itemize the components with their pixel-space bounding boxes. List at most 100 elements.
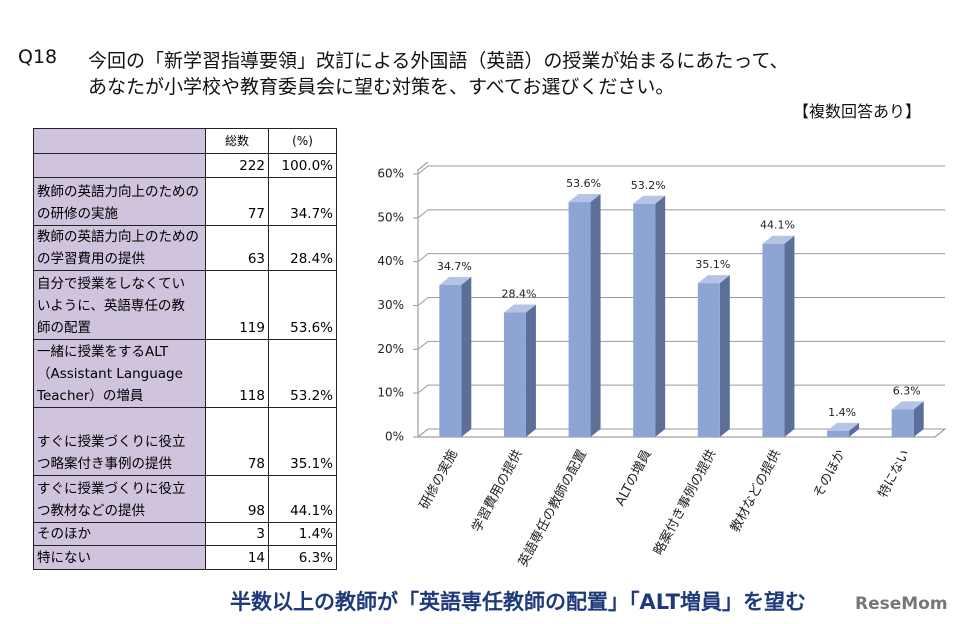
label-line: の学習費用の提供: [37, 251, 145, 267]
bar-top: [697, 275, 730, 284]
row: すぐに授業づくりに役立 つ教材などの提供 98 44.1%: [33, 475, 337, 523]
grid-line: [413, 209, 945, 219]
percent: 44.1%: [268, 475, 337, 523]
question-number: Q18: [18, 46, 58, 68]
count: 98: [205, 475, 269, 523]
label-cell: 一緒に授業をするALT （Assistant Language Teacher）の増…: [33, 339, 206, 408]
label-line: すぐに授業づくりに役立: [37, 434, 186, 450]
percent: 53.6%: [268, 270, 337, 340]
label-cell: すぐに授業づくりに役立 つ略案付き事例の提供: [33, 407, 206, 476]
row: 教師の英語力向上のための の学習費用の提供 63 28.4%: [33, 225, 337, 271]
label-line: （Assistant Language: [37, 366, 183, 382]
value-label: 1.4%: [828, 406, 856, 419]
grid-line: [413, 297, 945, 306]
total-row: 222 100.0%: [33, 153, 337, 178]
label-cell: 教師の英語力向上のための の研修の実施: [33, 177, 206, 226]
count: 222: [205, 153, 269, 178]
x-tick-label: 特にない: [876, 447, 914, 500]
floor: [417, 428, 947, 438]
bar-top: [891, 401, 924, 410]
percent: 35.1%: [268, 407, 337, 476]
logo: ReseMom: [855, 594, 948, 614]
label-line: Teacher）の増員: [37, 388, 144, 404]
question-line: あなたが小学校や教育委員会に望む対策を、すべてお選びください。: [88, 76, 675, 98]
label-line: 特にない: [37, 550, 91, 566]
bar: [697, 283, 720, 437]
row: 自分で授業をしなくてい いように、英語専任の教 師の配置 119 53.6%: [33, 270, 337, 340]
count: 118: [205, 339, 269, 408]
value-label: 53.2%: [631, 179, 666, 192]
bar: [827, 430, 850, 437]
value-label: 34.7%: [437, 260, 472, 273]
y-tick-label: 50%: [377, 210, 404, 224]
y-tick-label: 10%: [377, 386, 404, 400]
y-tick-label: 30%: [377, 298, 404, 312]
percent: 6.3%: [268, 545, 337, 570]
label-line: 師の配置: [37, 320, 91, 336]
bar-side: [849, 422, 860, 437]
bar-top: [568, 194, 601, 203]
bar-side: [590, 194, 601, 437]
bar-side: [719, 275, 730, 437]
count: 14: [205, 545, 269, 570]
label-line: そのほか: [37, 526, 91, 542]
x-tick-label: 略案付き事例の提供: [650, 447, 719, 558]
row: 教師の英語力向上のための の研修の実施 77 34.7%: [33, 177, 337, 226]
question-line: 今回の「新学習指導要領」改訂による外国語（英語）の授業が始まるにあたって、: [88, 50, 789, 72]
cell: [33, 153, 206, 178]
bar: [439, 284, 462, 437]
label-line: 自分で授業をしなくてい: [37, 276, 186, 292]
label-cell: すぐに授業づくりに役立 つ教材などの提供: [33, 475, 206, 523]
label-line: つ略案付き事例の提供: [37, 456, 172, 472]
count: 63: [205, 225, 269, 271]
note: 【複数回答あり】: [792, 102, 921, 121]
x-tick-label: ALTの増員: [613, 447, 655, 508]
bar-top: [503, 304, 536, 313]
bar: [762, 243, 785, 437]
label-line: 教師の英語力向上のための: [37, 184, 199, 200]
row: 一緒に授業をするALT （Assistant Language Teacher）の増…: [33, 339, 337, 408]
percent: 100.0%: [268, 153, 337, 178]
percent: 53.2%: [268, 339, 337, 408]
value-label: 44.1%: [760, 219, 795, 232]
bar-top: [827, 422, 860, 431]
bar-side: [525, 304, 536, 437]
count: 119: [205, 270, 269, 340]
label-line: すぐに授業づくりに役立: [37, 481, 186, 497]
grid-line: [413, 384, 945, 394]
label-cell: 自分で授業をしなくてい いように、英語専任の教 師の配置: [33, 270, 206, 340]
x-tick-label: 英語専任の教師の配置: [515, 447, 590, 569]
y-tick-label: 20%: [377, 342, 404, 356]
label-cell: 特にない: [33, 545, 206, 570]
percent: 28.4%: [268, 225, 337, 271]
bar-top: [762, 235, 795, 244]
bar-side: [461, 276, 472, 437]
bar: [891, 409, 914, 437]
axis-wall: [417, 161, 429, 437]
row: そのほか 3 1.4%: [33, 522, 337, 546]
bar: [633, 203, 656, 437]
x-tick-label: 学習費用の提供: [469, 447, 526, 535]
headline: 半数以上の教師が「英語専任教師の配置」「ALT増員」を望む: [230, 590, 806, 614]
row: 特にない 14 6.3%: [33, 545, 337, 570]
y-tick-label: 60%: [377, 167, 404, 181]
label-line: いように、英語専任の教: [37, 298, 185, 314]
label-cell: そのほか: [33, 522, 206, 546]
bar: [503, 312, 526, 437]
grid-line: [413, 253, 945, 263]
count: 3: [205, 522, 269, 546]
count: 78: [205, 407, 269, 476]
grid-line: [413, 165, 945, 175]
label-line: の研修の実施: [37, 206, 118, 222]
y-tick-label: 40%: [377, 254, 404, 268]
result-table: 総数 (%) 222 100.0% 教師の英語力向上のための の研修の実施 77 34.7% 教…: [33, 128, 337, 570]
grid-line: [413, 340, 945, 350]
percent: 34.7%: [268, 177, 337, 226]
header-cell: (%): [268, 128, 337, 154]
count: 77: [205, 177, 269, 226]
label-cell: 教師の英語力向上のための の学習費用の提供: [33, 225, 206, 271]
value-label: 35.1%: [695, 258, 730, 271]
row: すぐに授業づくりに役立 つ略案付き事例の提供 78 35.1%: [33, 407, 337, 476]
value-label: 6.3%: [893, 384, 921, 397]
